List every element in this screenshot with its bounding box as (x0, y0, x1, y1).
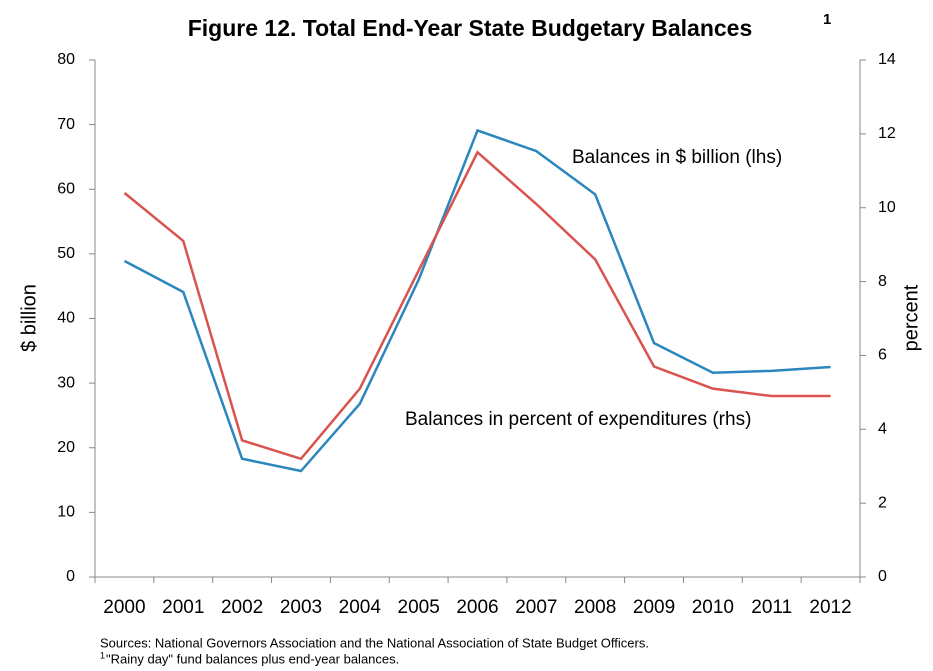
series-label: Balances in $ billion (lhs) (572, 147, 782, 168)
x-tick-label: 2008 (574, 597, 616, 618)
y-tick-label: 80 (57, 51, 75, 68)
y-tick-label: 0 (66, 568, 75, 585)
y-tick-label: 40 (57, 310, 75, 327)
chart-title: Figure 12. Total End-Year State Budgetar… (188, 15, 753, 41)
x-tick-label: 2011 (751, 597, 792, 618)
y2-tick-label: 10 (878, 199, 896, 216)
y2-tick-label: 8 (878, 273, 887, 290)
x-tick-label: 2004 (339, 597, 382, 618)
y-tick-label: 30 (57, 374, 75, 391)
y-tick-label: 50 (57, 245, 75, 262)
x-tick-label: 2006 (456, 597, 498, 618)
source-note: Sources: National Governors Association … (100, 635, 649, 650)
y2-axis-label: percent (900, 284, 922, 351)
x-tick-label: 2007 (515, 597, 557, 618)
x-tick-label: 2010 (692, 597, 734, 618)
x-tick-label: 2001 (162, 597, 204, 618)
y2-tick-label: 14 (878, 51, 896, 68)
x-tick-label: 2000 (103, 597, 145, 618)
y2-tick-label: 2 (878, 494, 887, 511)
title-marker: 1 (823, 11, 831, 28)
y-tick-label: 20 (57, 439, 75, 456)
y2-tick-label: 4 (878, 421, 887, 438)
y-axis-label: $ billion (18, 284, 40, 352)
x-tick-label: 2002 (221, 597, 263, 618)
y-tick-label: 60 (57, 180, 75, 197)
x-tick-label: 2012 (809, 597, 851, 618)
data-line (123, 150, 831, 461)
y2-tick-label: 12 (878, 125, 896, 142)
y-tick-label: 10 (57, 504, 75, 521)
x-tick-label: 2009 (633, 597, 675, 618)
y2-tick-label: 6 (878, 347, 887, 364)
series-label: Balances in percent of expenditures (rhs… (405, 409, 751, 430)
footnote-marker: 1 (100, 650, 105, 660)
y-tick-label: 70 (57, 116, 75, 133)
data-line (123, 128, 831, 473)
footnote: "Rainy day" fund balances plus end-year … (106, 651, 399, 666)
x-tick-label: 2003 (280, 597, 322, 618)
x-tick-label: 2005 (398, 597, 440, 618)
y2-tick-label: 0 (878, 568, 887, 585)
